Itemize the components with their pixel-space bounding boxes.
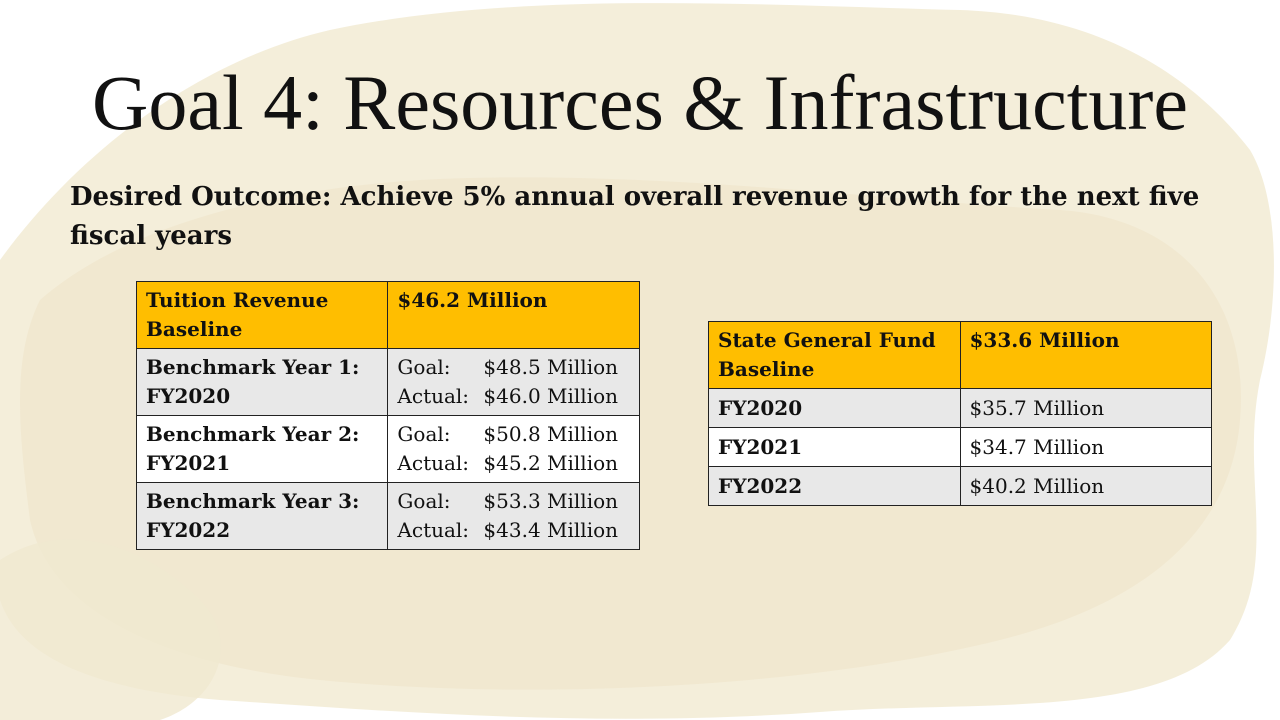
table-row: FY2020 $35.7 Million (708, 388, 1213, 428)
actual-value: $43.4 Million (483, 518, 619, 542)
row-label: FY2020 (708, 388, 961, 428)
row-values: Goal: $53.3 Million Actual: $43.4 Million (387, 482, 640, 550)
row-label: FY2021 (708, 427, 961, 467)
row-values: Goal: $50.8 Million Actual: $45.2 Million (387, 415, 640, 483)
actual-value: $46.0 Million (483, 384, 619, 408)
row-value: $40.2 Million (959, 466, 1213, 506)
row-label: Benchmark Year 1: FY2020 (135, 348, 389, 416)
goal-value: $48.5 Million (483, 355, 619, 379)
actual-label: Actual: (397, 518, 470, 542)
table-row: Benchmark Year 1: FY2020 Goal: $48.5 Mill… (135, 348, 640, 416)
table-row: Benchmark Year 3: FY2022 Goal: $53.3 Mill… (135, 482, 640, 550)
page-title: Goal 4: Resources & Infrastructure (92, 59, 1188, 146)
row-value: $35.7 Million (959, 388, 1213, 428)
goal-value: $53.3 Million (483, 489, 619, 513)
row-label: FY2022 (708, 466, 961, 506)
table-row: FY2022 $40.2 Million (708, 466, 1213, 506)
table-header-row: State General Fund Baseline $33.6 Millio… (708, 321, 1213, 389)
row-label: Benchmark Year 3: FY2022 (135, 482, 389, 550)
table-row: FY2021 $34.7 Million (708, 427, 1213, 467)
header-value: $46.2 Million (387, 281, 640, 349)
header-label: State General Fund Baseline (708, 321, 961, 389)
header-label: Tuition Revenue Baseline (135, 281, 389, 349)
table-row: Benchmark Year 2: FY2021 Goal: $50.8 Mill… (135, 415, 640, 483)
goal-label: Goal: (397, 355, 451, 379)
desired-outcome-text: Desired Outcome: Achieve 5% annual overa… (70, 182, 1200, 251)
actual-value: $45.2 Million (483, 451, 619, 475)
goal-label: Goal: (397, 422, 451, 446)
row-value: $34.7 Million (959, 427, 1213, 467)
row-values: Goal: $48.5 Million Actual: $46.0 Million (387, 348, 640, 416)
row-label: Benchmark Year 2: FY2021 (135, 415, 389, 483)
tuition-revenue-table: Tuition Revenue Baseline $46.2 Million B… (135, 281, 640, 550)
actual-label: Actual: (397, 451, 470, 475)
header-value: $33.6 Million (959, 321, 1213, 389)
goal-value: $50.8 Million (483, 422, 619, 446)
actual-label: Actual: (397, 384, 470, 408)
table-header-row: Tuition Revenue Baseline $46.2 Million (135, 281, 640, 349)
state-general-fund-table: State General Fund Baseline $33.6 Millio… (708, 321, 1213, 506)
goal-label: Goal: (397, 489, 451, 513)
